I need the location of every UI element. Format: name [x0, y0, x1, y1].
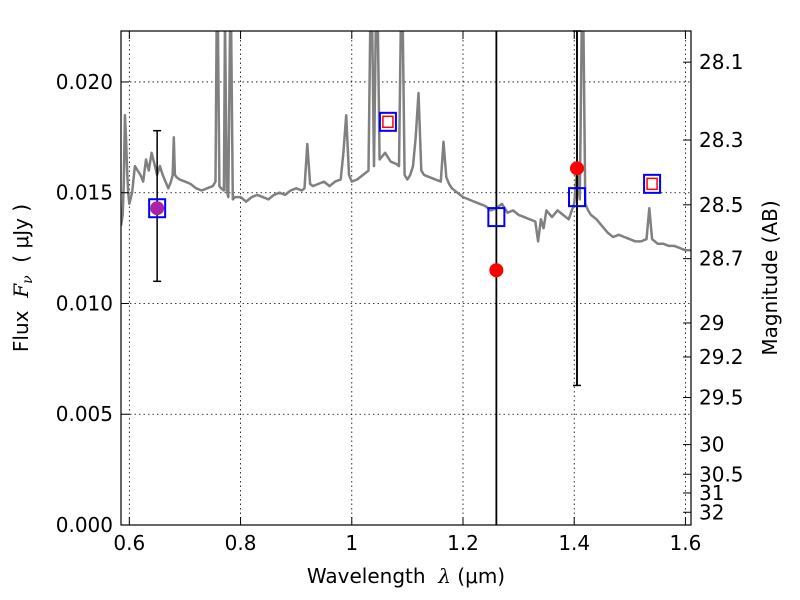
observed-point [570, 161, 584, 176]
model-point-inner [646, 177, 658, 191]
model-point [487, 207, 506, 228]
y-tick-label: 0.020 [56, 70, 113, 94]
observed-point [150, 201, 165, 216]
y2-tick-label: 28.7 [699, 247, 744, 271]
x-tick-label: 1.2 [447, 531, 479, 555]
y-axis-title-nu: ν [20, 275, 36, 284]
plot-background [121, 31, 691, 525]
x-tick-label: 1.6 [670, 531, 702, 555]
x-tick-label: 1.4 [558, 531, 590, 555]
y-axis-title-F: F [9, 283, 33, 299]
y2-tick-label: 28.1 [699, 50, 744, 74]
model-point-inner [382, 115, 394, 129]
y-tick-label: 0.000 [56, 513, 113, 537]
y2-tick-label: 30.5 [699, 462, 744, 486]
y-axis-title: Flux Fν ( μJy ) [9, 204, 36, 352]
x-axis-title-lambda: λ [437, 564, 451, 588]
y-axis-title-prefix: Flux [9, 298, 33, 352]
y2-tick-label: 28.5 [699, 193, 744, 217]
model-point [148, 198, 167, 219]
model-point [643, 173, 662, 194]
model-point [568, 187, 586, 208]
x-axis-title-prefix: Wavelength [307, 564, 438, 588]
y2-tick-label: 29 [699, 311, 724, 335]
y2-tick-label: 30 [699, 433, 724, 457]
y-tick-label: 0.015 [56, 181, 113, 205]
y2-tick-label: 29.2 [699, 345, 744, 369]
y2-tick-label: 31 [699, 481, 724, 505]
observed-point [489, 263, 504, 278]
x-tick-label: 0.6 [113, 531, 145, 555]
spectrum-line [121, 31, 691, 252]
x-tick-label: 1 [345, 531, 358, 555]
x-tick-label: 0.8 [225, 531, 257, 555]
model-point [378, 111, 397, 132]
tick-layer: 0.6 0.8 1 1.2 1.4 1.6 0.000 0.005 0.010 0.015 0.02… [56, 31, 744, 555]
y2-tick-label: 29.5 [699, 386, 744, 410]
x-axis-title: Wavelength λ (μm) [307, 564, 505, 588]
y2-axis-title: Magnitude (AB) [758, 200, 782, 355]
y2-tick-label: 28.3 [699, 128, 744, 152]
y2-tick-label: 32 [699, 500, 724, 524]
errorbar-layer [148, 30, 662, 387]
x-axis-title-unit: (μm) [451, 564, 505, 588]
y-tick-label: 0.010 [56, 291, 113, 315]
y-tick-label: 0.005 [56, 402, 113, 426]
plot-frame [120, 30, 692, 526]
y-axis-title-unit: ( μJy ) [9, 204, 33, 276]
